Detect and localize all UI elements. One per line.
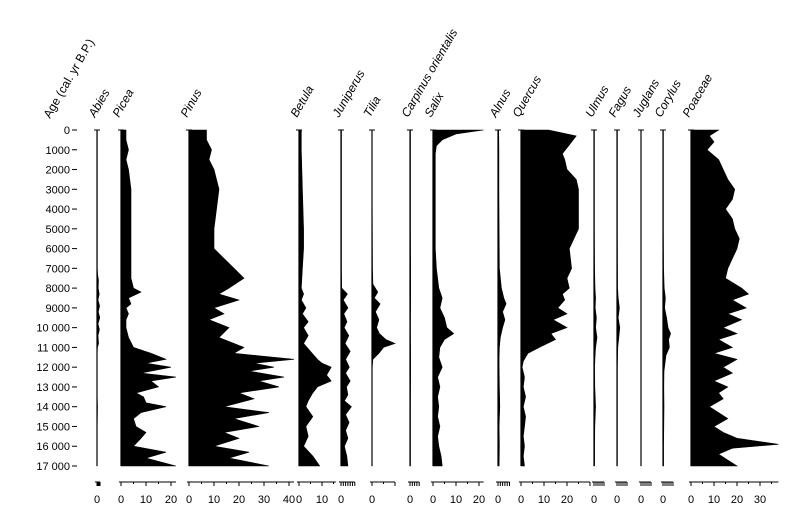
age-tick-label: 1000 — [46, 145, 70, 157]
scale-label-poaceae: 10 — [708, 494, 720, 506]
age-tick-label: 14 000 — [36, 402, 70, 414]
taxon-label-pinus: Pinus — [177, 86, 204, 119]
age-axis: Age (cal. yr B.P.) 010002000300040005000… — [36, 36, 97, 473]
age-tick-label: 17 000 — [36, 461, 70, 473]
age-tick-label: 6000 — [46, 244, 70, 256]
panel-quercus: 0 10 20 Quercus — [509, 73, 591, 506]
age-tick-label: 0 — [64, 125, 70, 137]
panel-fagus: 0 Fagus — [605, 84, 634, 506]
age-tick-label: 4000 — [46, 204, 70, 216]
scale-label-betula: 10 — [316, 494, 328, 506]
age-tick-label: 12 000 — [36, 362, 70, 374]
scale-label-pinus: 0 — [186, 494, 192, 506]
scale-label-tilia: 0 — [369, 494, 375, 506]
scale-label-pinus: 10 — [208, 494, 220, 506]
age-tick-label: 13 000 — [36, 382, 70, 394]
taxon-label-betula: Betula — [287, 83, 316, 120]
panel-betula: 0 10 Betula — [287, 83, 336, 506]
scale-label-corylus: 0 — [660, 494, 666, 506]
panel-abies: 0 Abies — [85, 86, 113, 506]
taxon-label-tilia: Tilia — [360, 93, 383, 119]
age-tick-label: 7000 — [46, 263, 70, 275]
age-tick-label: 9000 — [46, 303, 70, 315]
scale-label-poaceae: 30 — [754, 494, 766, 506]
scale-label-salix: 20 — [473, 494, 485, 506]
age-tick-label: 8000 — [46, 283, 70, 295]
scale-label-juglans: 0 — [638, 494, 644, 506]
scale-label-alnus: 0 — [495, 494, 501, 506]
taxon-label-poaceae: Poaceae — [679, 71, 715, 119]
curve-salix — [432, 129, 484, 467]
scale-label-salix: 0 — [430, 494, 436, 506]
curve-picea — [120, 129, 177, 467]
panel-poaceae: 0 10 20 30 Poaceae — [679, 71, 779, 506]
curve-poaceae — [690, 129, 779, 467]
panel-alnus: 0 Alnus — [486, 86, 514, 506]
scale-label-quercus: 10 — [538, 494, 550, 506]
age-tick-label: 3000 — [46, 184, 70, 196]
scale-label-ulmus: 0 — [591, 494, 597, 506]
taxon-label-fagus: Fagus — [605, 84, 634, 120]
scale-label-poaceae: 0 — [688, 494, 694, 506]
scale-label-carpinus-orientalis: 0 — [407, 494, 413, 506]
curve-tilia — [371, 129, 396, 467]
scale-label-poaceae: 20 — [731, 494, 743, 506]
curve-betula — [298, 129, 332, 467]
scale-label-salix: 10 — [450, 494, 462, 506]
scale-label-pinus: 40 — [283, 494, 295, 506]
taxon-label-picea: Picea — [109, 86, 136, 119]
age-tick-label: 16 000 — [36, 441, 70, 453]
scale-label-pinus: 30 — [258, 494, 270, 506]
curve-alnus — [497, 129, 507, 467]
panel-pinus: 0 10 20 30 40 Pinus — [177, 86, 295, 506]
scale-label-abies: 0 — [94, 494, 100, 506]
scale-label-quercus: 0 — [518, 494, 524, 506]
curve-corylus — [662, 129, 671, 467]
taxon-label-quercus: Quercus — [509, 73, 544, 119]
curve-quercus — [520, 129, 579, 467]
age-tick-label: 5000 — [46, 224, 70, 236]
taxon-label-abies: Abies — [85, 86, 113, 120]
age-tick-label: 11 000 — [37, 342, 70, 354]
scale-label-betula: 0 — [296, 494, 302, 506]
curve-juniperus — [340, 129, 352, 467]
panel-tilia: 0 Tilia — [360, 93, 396, 506]
panel-picea: 0 10 20 Picea — [109, 86, 177, 506]
taxon-label-alnus: Alnus — [486, 86, 514, 120]
scale-label-picea: 20 — [165, 494, 177, 506]
scale-label-fagus: 0 — [614, 494, 620, 506]
age-tick-label: 15 000 — [36, 421, 70, 433]
scale-label-picea: 0 — [118, 494, 124, 506]
scale-label-pinus: 20 — [233, 494, 245, 506]
scale-label-juniperus: 0 — [338, 494, 344, 506]
scale-label-quercus: 20 — [561, 494, 573, 506]
age-tick-label: 10 000 — [36, 323, 70, 335]
scale-label-picea: 10 — [140, 494, 152, 506]
age-tick-label: 2000 — [46, 165, 70, 177]
curve-pinus — [188, 129, 295, 467]
